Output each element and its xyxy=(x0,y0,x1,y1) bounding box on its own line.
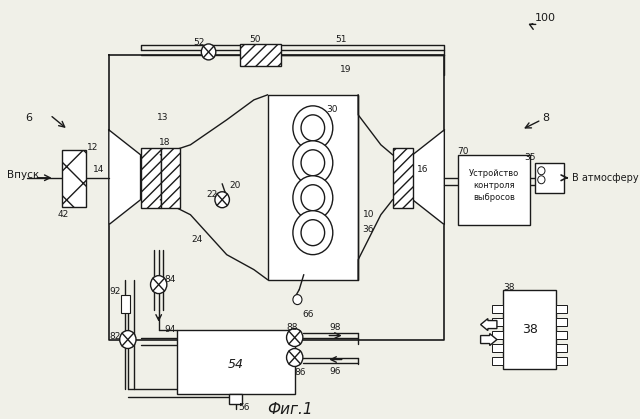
Text: 98: 98 xyxy=(329,323,340,332)
Bar xyxy=(177,330,294,394)
Circle shape xyxy=(202,44,216,60)
Bar xyxy=(492,318,503,326)
Text: контроля: контроля xyxy=(474,181,515,190)
Text: 24: 24 xyxy=(191,235,203,244)
Text: 94: 94 xyxy=(164,325,175,334)
Circle shape xyxy=(293,176,333,220)
Text: 6: 6 xyxy=(26,113,33,123)
Circle shape xyxy=(293,141,333,185)
Text: 96: 96 xyxy=(329,367,340,376)
Text: 20: 20 xyxy=(229,181,241,190)
Circle shape xyxy=(301,220,324,246)
Text: 10: 10 xyxy=(363,210,374,219)
Text: 35: 35 xyxy=(524,153,536,162)
Polygon shape xyxy=(413,130,444,225)
Text: 66: 66 xyxy=(302,310,314,319)
Circle shape xyxy=(538,176,545,184)
Bar xyxy=(492,305,503,313)
Bar xyxy=(556,318,567,326)
Text: 54: 54 xyxy=(228,358,244,371)
FancyArrow shape xyxy=(481,318,497,331)
Text: 38: 38 xyxy=(503,283,515,292)
Polygon shape xyxy=(109,130,141,225)
Text: 82: 82 xyxy=(109,332,121,341)
Bar xyxy=(535,163,564,193)
Text: 13: 13 xyxy=(157,113,168,122)
Text: 36: 36 xyxy=(363,225,374,234)
Circle shape xyxy=(293,295,302,305)
Bar xyxy=(556,357,567,365)
Circle shape xyxy=(301,150,324,176)
Circle shape xyxy=(215,192,229,208)
Bar xyxy=(492,357,503,365)
Bar xyxy=(141,148,161,208)
Circle shape xyxy=(301,115,324,141)
Bar xyxy=(556,305,567,313)
Text: 70: 70 xyxy=(457,147,468,156)
Bar xyxy=(240,44,281,66)
Text: 8: 8 xyxy=(542,113,549,123)
Text: 42: 42 xyxy=(58,210,69,219)
Text: 12: 12 xyxy=(87,143,99,152)
Bar xyxy=(556,331,567,339)
Text: 92: 92 xyxy=(109,287,121,296)
Bar xyxy=(61,150,86,207)
Text: выбросов: выбросов xyxy=(473,193,515,202)
Text: 18: 18 xyxy=(159,138,170,147)
Circle shape xyxy=(287,328,303,347)
Circle shape xyxy=(293,211,333,255)
Text: 56: 56 xyxy=(239,403,250,412)
Text: 84: 84 xyxy=(164,275,175,284)
Bar xyxy=(458,155,531,225)
Text: 19: 19 xyxy=(340,65,351,75)
Bar xyxy=(161,148,180,208)
Bar xyxy=(492,344,503,352)
Bar xyxy=(268,95,358,279)
Circle shape xyxy=(538,167,545,175)
Text: 86: 86 xyxy=(294,368,306,377)
FancyArrow shape xyxy=(481,334,497,346)
Circle shape xyxy=(287,349,303,367)
Text: 14: 14 xyxy=(93,165,105,174)
Text: Фиг.1: Фиг.1 xyxy=(268,402,313,417)
Text: 38: 38 xyxy=(522,323,538,336)
Circle shape xyxy=(301,185,324,211)
Text: 100: 100 xyxy=(535,13,556,23)
Bar xyxy=(492,331,503,339)
Bar xyxy=(393,148,413,208)
Bar xyxy=(120,295,130,313)
Circle shape xyxy=(293,106,333,150)
Text: 88: 88 xyxy=(287,323,298,332)
Text: 22: 22 xyxy=(207,190,218,199)
Bar xyxy=(503,290,556,370)
Text: 30: 30 xyxy=(326,105,338,114)
Text: 51: 51 xyxy=(335,36,347,44)
Text: Впуск: Впуск xyxy=(7,170,40,180)
Text: 50: 50 xyxy=(250,36,261,44)
Text: 52: 52 xyxy=(193,39,205,47)
Text: Устройство: Устройство xyxy=(469,169,519,178)
Bar xyxy=(229,394,242,404)
Circle shape xyxy=(120,331,136,349)
Bar xyxy=(556,344,567,352)
Circle shape xyxy=(150,276,167,294)
Text: 16: 16 xyxy=(417,165,429,174)
Text: В атмосферу: В атмосферу xyxy=(572,173,639,183)
